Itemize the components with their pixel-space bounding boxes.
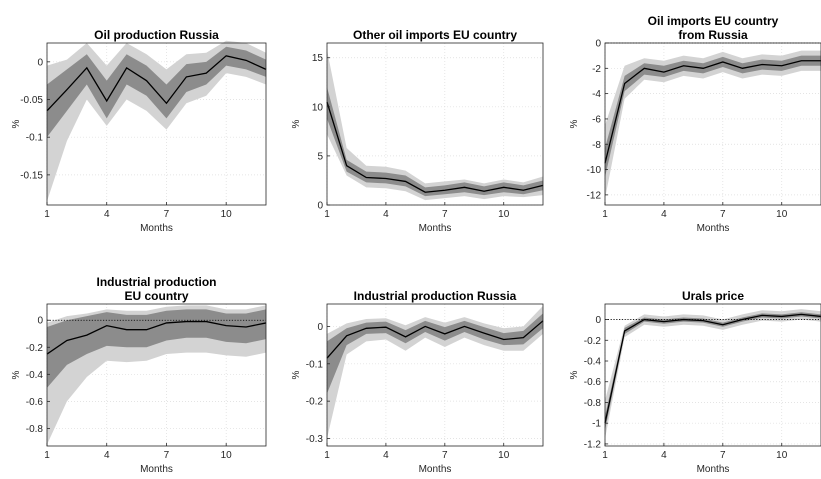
axes-frame	[326, 303, 544, 447]
x-tick-label: 7	[720, 209, 726, 220]
x-tick-label: 1	[602, 209, 608, 220]
y-tick-label: -0.1	[306, 359, 324, 370]
subplot-title: Oil imports EU country	[648, 14, 779, 28]
axes-frame	[604, 303, 821, 447]
x-tick-label: 10	[498, 450, 510, 461]
y-tick-label: 10	[312, 102, 324, 113]
y-tick-label: -2	[592, 64, 601, 75]
x-tick-label: 4	[383, 450, 389, 461]
x-tick-label: 1	[44, 450, 50, 461]
y-tick-label: 0	[317, 322, 323, 333]
median-line	[46, 320, 267, 355]
x-tick-label: 4	[104, 209, 110, 220]
subplot-5: 1 4 7 10 0 -0.1 -0.2 -0.3 Months% Industrial prod…	[291, 289, 544, 475]
axes-frame	[326, 42, 544, 206]
y-tick-label: -1.2	[584, 439, 602, 450]
y-tick-label: -0.15	[20, 170, 43, 181]
x-tick-label: 10	[498, 209, 510, 220]
median-line	[604, 313, 821, 424]
y-tick-label: -6	[592, 114, 601, 125]
x-tick-label: 7	[164, 450, 170, 461]
subplot-1: 1 4 7 10 0 -0.05 -0.1 -0.15 Months% Oil productio…	[11, 28, 267, 234]
median-line	[326, 101, 544, 193]
subplot-2: 1 4 7 10 0 5 10 15 Months% Other oil imports EU c…	[291, 28, 544, 234]
x-axis-label: Months	[140, 464, 173, 475]
y-axis-label: %	[569, 370, 580, 379]
confidence-band-inner	[47, 309, 266, 388]
y-tick-label: -10	[587, 165, 602, 176]
y-tick-label: -0.6	[26, 397, 44, 408]
y-tick-label: -0.2	[584, 336, 602, 347]
x-axis-label: Months	[697, 464, 730, 475]
x-tick-label: 4	[661, 209, 667, 220]
x-axis-label: Months	[419, 223, 452, 234]
subplot-3: 1 4 7 10 0 -2 -4 -6 -8 -10 -12 Months% Oil imports E…	[569, 14, 821, 234]
y-tick-label: -0.4	[584, 357, 602, 368]
y-tick-label: -0.8	[584, 398, 602, 409]
y-axis-label: %	[11, 370, 22, 379]
subplot-title: from Russia	[678, 28, 748, 42]
x-tick-label: 7	[164, 209, 170, 220]
subplot-title: Industrial production	[97, 275, 217, 289]
y-axis-label: %	[291, 370, 302, 379]
x-tick-label: 10	[221, 209, 233, 220]
x-tick-label: 10	[776, 209, 788, 220]
subplot-4: 1 4 7 10 0 -0.2 -0.4 -0.6 -0.8 Months% Industrial …	[11, 275, 267, 475]
axes-frame	[604, 42, 821, 206]
y-tick-label: -0.6	[584, 377, 602, 388]
x-tick-label: 4	[661, 450, 667, 461]
y-tick-label: 0	[37, 57, 43, 68]
y-tick-label: 0	[595, 39, 601, 50]
x-axis-label: Months	[419, 464, 452, 475]
x-tick-label: 1	[602, 450, 608, 461]
subplot-title: Other oil imports EU country	[353, 28, 517, 42]
y-tick-label: -0.8	[26, 424, 44, 435]
y-tick-label: -0.2	[306, 397, 324, 408]
y-tick-label: -0.3	[306, 434, 324, 445]
x-tick-label: 10	[221, 450, 233, 461]
x-tick-label: 4	[383, 209, 389, 220]
y-tick-label: -0.05	[20, 95, 43, 106]
x-axis-label: Months	[697, 223, 730, 234]
confidence-band-outer	[605, 309, 821, 439]
median-line	[46, 55, 267, 112]
x-axis-label: Months	[140, 223, 173, 234]
x-tick-label: 10	[776, 450, 788, 461]
y-tick-label: 5	[317, 151, 323, 162]
axes-frame	[46, 42, 267, 206]
y-tick-label: -0.1	[26, 133, 44, 144]
median-line	[604, 60, 821, 164]
subplot-title: Urals price	[682, 289, 744, 303]
subplot-title: EU country	[124, 289, 188, 303]
subplot-6: 1 4 7 10 0 -0.2 -0.4 -0.6 -0.8 -1 -1.2 Months% Urals…	[569, 289, 821, 475]
y-tick-label: -0.4	[26, 370, 44, 381]
y-tick-label: -1	[592, 419, 601, 430]
y-tick-label: -0.2	[26, 343, 44, 354]
y-tick-label: -12	[587, 190, 602, 201]
y-tick-label: -4	[592, 89, 601, 100]
x-tick-label: 4	[104, 450, 110, 461]
confidence-band-inner	[327, 313, 543, 394]
confidence-band-inner	[327, 87, 543, 197]
y-axis-label: %	[569, 119, 580, 128]
x-tick-label: 1	[324, 209, 330, 220]
x-tick-label: 1	[324, 450, 330, 461]
y-tick-label: 0	[37, 316, 43, 327]
x-tick-label: 7	[442, 209, 448, 220]
y-tick-label: -8	[592, 140, 601, 151]
x-tick-label: 7	[442, 450, 448, 461]
subplot-title: Oil production Russia	[94, 28, 219, 42]
y-axis-label: %	[11, 119, 22, 128]
y-tick-label: 15	[312, 53, 324, 64]
axes-frame	[46, 303, 267, 447]
subplot-title: Industrial production Russia	[354, 289, 517, 303]
x-tick-label: 7	[720, 450, 726, 461]
y-axis-label: %	[291, 119, 302, 128]
y-tick-label: 0	[317, 201, 323, 212]
confidence-band-inner	[605, 312, 821, 431]
median-line	[326, 320, 544, 359]
y-tick-label: 0	[595, 315, 601, 326]
x-tick-label: 1	[44, 209, 50, 220]
